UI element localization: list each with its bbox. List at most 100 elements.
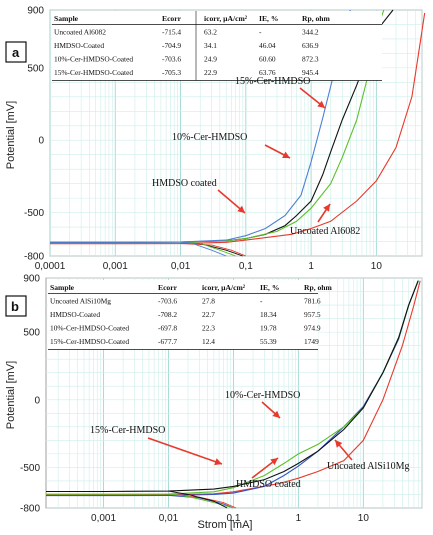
table-cell: -703.6 xyxy=(158,297,177,306)
table-cell: -703.6 xyxy=(162,55,181,64)
series-annotation: HMDSO coated xyxy=(152,178,217,189)
table-cell: 12.4 xyxy=(202,337,215,346)
x-tick-label: 0,0001 xyxy=(35,261,66,272)
table-header: IE, % xyxy=(259,14,278,23)
annotation-arrowhead xyxy=(272,410,280,418)
y-tick-label: 500 xyxy=(27,63,44,74)
series-annotation: 15%-Cer-HMDSO xyxy=(235,76,310,87)
panel-b: Sample Ecorr icorr, µA/cm² IE, % Rp, ohm Unco… xyxy=(5,274,423,525)
table-cell: 10%-Cer-HMDSO-Coated xyxy=(50,324,129,333)
table-cell: 27.8 xyxy=(202,297,215,306)
series-annotation: 15%-Cer-HMDSO xyxy=(90,425,165,436)
annotation-arrow xyxy=(147,437,223,465)
table-cell: 957.5 xyxy=(304,310,321,319)
y-tick-label: 900 xyxy=(27,6,44,17)
table-cell: 1749 xyxy=(304,337,319,346)
table-header: Ecorr xyxy=(158,283,178,292)
table-cell: 55.39 xyxy=(260,337,277,346)
series-line xyxy=(50,12,426,245)
x-tick-label: 0,001 xyxy=(103,261,128,272)
table-cell: 636.9 xyxy=(302,41,319,50)
x-tick-label: 1 xyxy=(308,261,314,272)
table-cell: -705.3 xyxy=(162,68,181,77)
table-cell: - xyxy=(259,28,262,37)
series-annotation: Uncoated Al6082 xyxy=(290,226,360,237)
table-cell: 945.4 xyxy=(302,68,319,77)
panel-a: Sample Ecorr icorr, µA/cm² IE, % Rp, ohm Unco… xyxy=(5,6,426,273)
table-header: icorr, µA/cm² xyxy=(204,14,248,23)
table-cell: 15%-Cer-HMDSO-Coated xyxy=(50,337,129,346)
table-cell: -697.8 xyxy=(158,324,177,333)
series-line xyxy=(46,280,419,493)
panel-label-box-b xyxy=(5,295,27,317)
table-cell: HMDSO-Coated xyxy=(54,41,104,50)
table-cell: 15%-Cer-HMDSO-Coated xyxy=(54,68,133,77)
annotations-a: 15%-Cer-HMDSO 10%-Cer-HMDSO HMDSO coated Un… xyxy=(152,76,360,237)
table-cell: 344.2 xyxy=(302,28,319,37)
ticks-a: 0,0001 0,001 0,01 0,1 1 10 900 500 0 -500 -800 xyxy=(24,6,382,273)
y-tick-label: 900 xyxy=(23,274,40,285)
y-tick-label: -500 xyxy=(24,208,44,219)
x-tick-label: 1 xyxy=(296,513,302,524)
y-axis-label-a: Potential [mV] xyxy=(5,101,17,169)
annotation-arrowhead xyxy=(323,204,330,212)
table-cell: -704.9 xyxy=(162,41,181,50)
series-annotation: Uncoated AlSi10Mg xyxy=(327,461,410,472)
y-tick-label: -800 xyxy=(24,252,44,263)
x-tick-label: 10 xyxy=(358,513,370,524)
y-tick-label: 500 xyxy=(23,328,40,339)
table-cell: 19.78 xyxy=(260,324,277,333)
x-tick-label: 0,01 xyxy=(171,261,191,272)
table-cell: 10%-Cer-HMDSO-Coated xyxy=(54,55,133,64)
data-table-a: Sample Ecorr icorr, µA/cm² IE, % Rp, ohm Unco… xyxy=(52,11,382,81)
table-cell: 18.34 xyxy=(260,310,277,319)
series-cathodic-branch xyxy=(168,490,228,509)
x-tick-label: 0,001 xyxy=(91,513,116,524)
series-annotation: 10%-Cer-HMDSO xyxy=(225,390,300,401)
annotation-arrowhead xyxy=(282,151,290,158)
annotations-b: 10%-Cer-HMDSO 15%-Cer-HMDSO HMDSO coated Un… xyxy=(90,390,410,490)
table-cell: -715.4 xyxy=(162,28,181,37)
table-header: Rp, ohm xyxy=(304,283,333,292)
table-cell: - xyxy=(260,297,263,306)
panel-label-b: b xyxy=(11,299,19,314)
table-cell: 872.3 xyxy=(302,55,319,64)
table-cell: 46.04 xyxy=(259,41,276,50)
x-tick-label: 0,1 xyxy=(239,261,253,272)
x-axis-label: Strom [mA] xyxy=(197,519,252,531)
panel-label-a: a xyxy=(12,45,20,60)
annotation-arrowhead xyxy=(335,440,343,448)
table-cell: 22.7 xyxy=(202,310,215,319)
table-cell: 781.6 xyxy=(304,297,321,306)
table-background xyxy=(52,11,382,81)
table-header: Ecorr xyxy=(162,14,182,23)
table-cell: Uncoated Al6082 xyxy=(54,28,106,37)
table-cell: 63.2 xyxy=(204,28,217,37)
table-background xyxy=(48,280,318,350)
annotation-arrowhead xyxy=(214,458,222,466)
table-cell: 34.1 xyxy=(204,41,217,50)
y-tick-label: 0 xyxy=(38,136,44,147)
table-cell: -708.2 xyxy=(158,310,177,319)
series-cathodic-branch xyxy=(180,241,227,257)
table-cell: 63.76 xyxy=(259,68,276,77)
y-tick-label: -800 xyxy=(20,504,40,515)
annotation-arrowhead xyxy=(270,458,278,466)
table-cell: 24.9 xyxy=(204,55,217,64)
y-tick-label: 0 xyxy=(34,395,40,406)
table-cell: -677.7 xyxy=(158,337,177,346)
series-group-b xyxy=(46,280,421,509)
series-annotation: 10%-Cer-HMDSO xyxy=(172,132,247,143)
annotation-arrowhead xyxy=(317,100,325,108)
table-header: Rp, ohm xyxy=(302,14,331,23)
series-annotation: HMDSO coated xyxy=(236,479,301,490)
table-header: Sample xyxy=(54,14,79,23)
table-header: IE, % xyxy=(260,283,279,292)
panel-label-box-a xyxy=(5,41,27,63)
table-cell: Uncoated AlSi10Mg xyxy=(50,297,111,306)
table-cell: 22.3 xyxy=(202,324,215,333)
table-cell: HMDSO-Coated xyxy=(50,310,100,319)
y-tick-label: -500 xyxy=(20,463,40,474)
ticks-b: 0,001 0,01 0,1 1 10 900 500 0 -500 -800 xyxy=(20,274,369,525)
